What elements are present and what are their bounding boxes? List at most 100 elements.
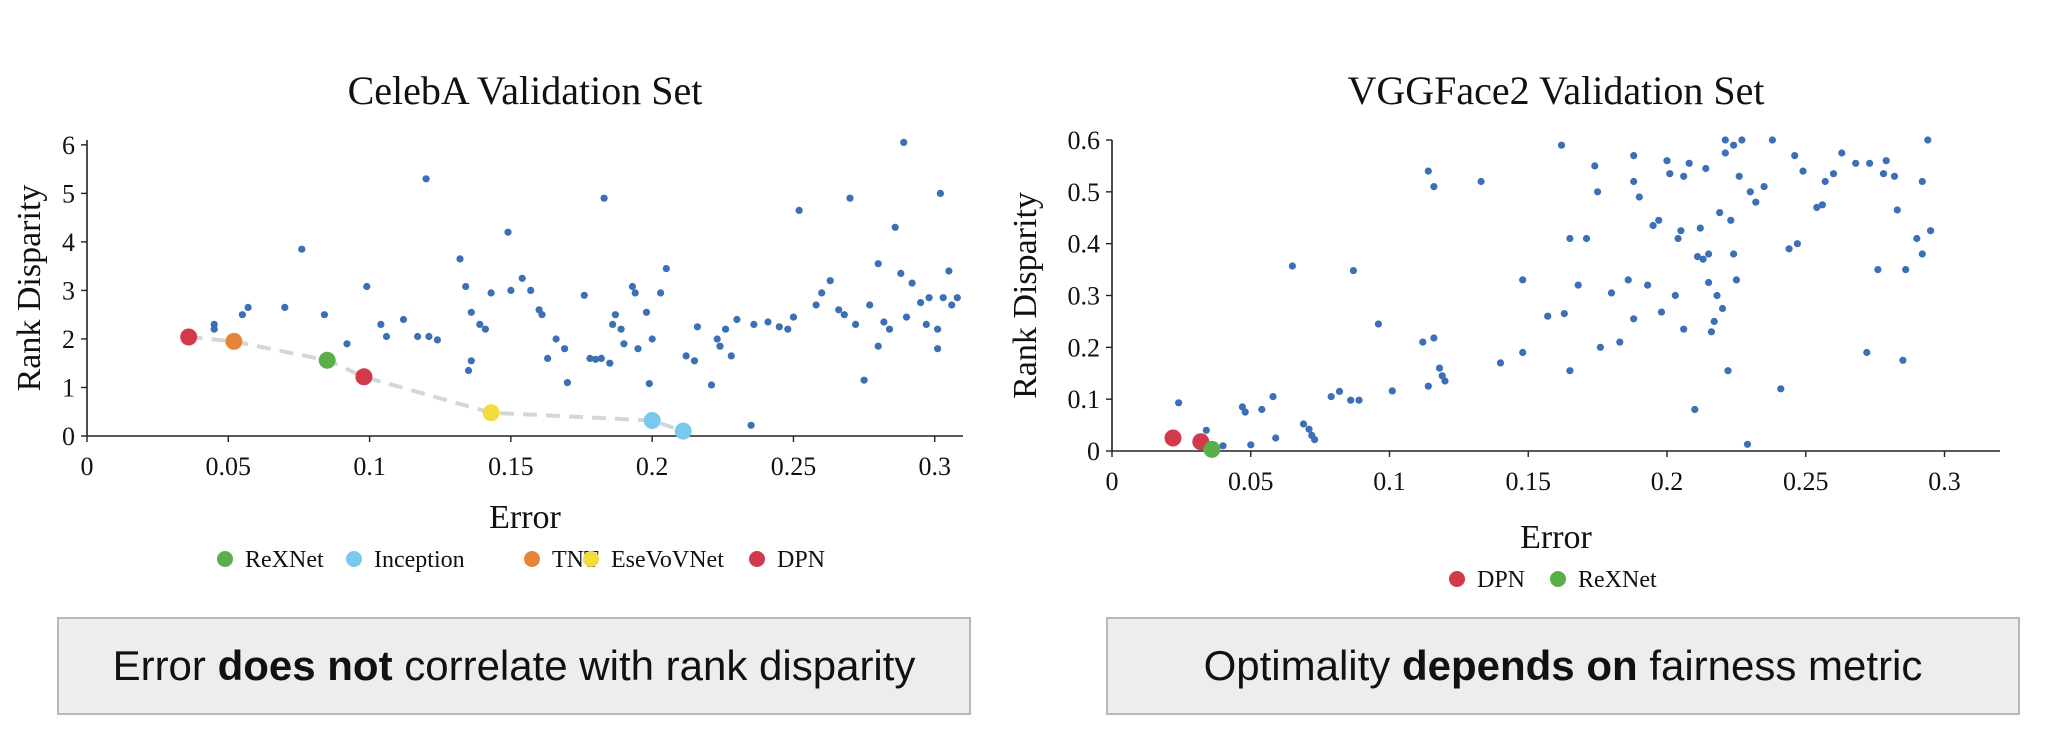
data-point — [795, 206, 803, 214]
data-point — [662, 265, 670, 273]
data-point — [1818, 201, 1826, 209]
legend-marker-tnt — [524, 551, 540, 567]
data-point — [399, 315, 408, 324]
data-point — [1713, 291, 1721, 300]
data-point — [464, 366, 473, 375]
data-point — [1680, 172, 1688, 180]
data-point — [1680, 325, 1688, 333]
data-point — [462, 282, 470, 291]
data-point — [504, 228, 512, 236]
data-point — [1890, 172, 1899, 180]
data-point — [866, 301, 874, 309]
data-point — [1882, 157, 1890, 165]
data-point — [840, 311, 848, 319]
data-point — [606, 359, 614, 367]
data-point — [860, 376, 868, 384]
x-tick-label: 0.3 — [918, 452, 951, 481]
data-point — [238, 311, 246, 319]
x-tick-label: 0.05 — [206, 452, 252, 481]
data-point — [1716, 209, 1724, 217]
data-point — [425, 332, 433, 341]
data-point — [1299, 420, 1308, 428]
data-point — [1247, 441, 1255, 449]
data-point — [1305, 425, 1313, 433]
data-point — [953, 294, 961, 302]
data-point — [1893, 206, 1901, 214]
data-point — [1785, 245, 1793, 253]
data-point — [1707, 328, 1715, 336]
data-point — [1791, 152, 1799, 160]
y-tick-label: 0.2 — [1068, 333, 1101, 362]
data-point — [1388, 387, 1396, 395]
data-point — [1924, 136, 1932, 144]
data-point — [936, 189, 945, 197]
x-tick-label: 0.3 — [1928, 467, 1961, 496]
data-point — [1666, 170, 1674, 178]
data-point — [1671, 291, 1679, 300]
legend-marker-rexnet — [1550, 571, 1566, 587]
data-point — [433, 336, 441, 344]
data-point — [1663, 157, 1671, 165]
data-point — [1355, 396, 1363, 404]
data-point — [657, 289, 665, 297]
y-tick-label: 0 — [1087, 437, 1100, 466]
data-point — [1241, 408, 1249, 416]
pareto-front-line — [188, 335, 684, 433]
data-point — [812, 301, 820, 309]
data-point — [1793, 240, 1801, 248]
data-point — [1913, 234, 1921, 243]
x-tick-label: 0.1 — [353, 452, 386, 481]
data-point — [1838, 149, 1846, 157]
data-point — [789, 313, 798, 321]
y-tick-label: 6 — [62, 131, 75, 160]
data-point — [634, 345, 642, 353]
data-point — [917, 299, 925, 307]
data-point — [611, 311, 620, 319]
data-point — [363, 282, 371, 291]
data-point — [1219, 442, 1227, 450]
data-point — [1258, 405, 1266, 414]
legend-label-rexnet: ReXNet — [1578, 567, 1657, 593]
data-point — [1674, 234, 1682, 243]
data-point — [750, 320, 758, 328]
data-point — [826, 277, 834, 285]
caption-left-bold: does not — [217, 642, 393, 689]
y-tick-label: 4 — [62, 228, 75, 257]
data-point — [722, 325, 730, 333]
data-point — [1435, 364, 1444, 372]
data-point — [1582, 234, 1591, 243]
data-point — [597, 354, 605, 362]
legend-label-dpn: DPN — [777, 547, 825, 573]
data-point — [1677, 227, 1685, 235]
data-point — [1721, 136, 1729, 144]
data-point — [835, 306, 843, 314]
data-point — [628, 282, 637, 291]
data-point — [1724, 367, 1732, 375]
x-axis-label: Error — [489, 499, 561, 536]
data-point — [925, 294, 933, 302]
data-point — [609, 320, 617, 328]
highlight-point-inception — [674, 422, 692, 440]
data-point — [552, 335, 560, 343]
data-point — [1616, 338, 1624, 346]
data-point — [377, 320, 385, 328]
data-point — [617, 325, 625, 333]
y-tick-label: 3 — [62, 276, 75, 305]
data-point — [690, 357, 699, 365]
data-point — [1557, 141, 1566, 149]
data-point — [592, 355, 600, 363]
data-point — [1746, 188, 1754, 196]
data-point — [1607, 289, 1616, 297]
data-point — [1730, 141, 1738, 149]
data-point — [527, 286, 535, 294]
data-point — [934, 325, 942, 333]
data-point — [1175, 399, 1183, 407]
data-point — [320, 311, 328, 319]
data-point — [1813, 203, 1821, 211]
data-point — [210, 320, 218, 328]
data-point — [1335, 387, 1344, 395]
highlight-point-dpn — [1164, 429, 1182, 447]
data-point — [1430, 334, 1438, 342]
data-point — [244, 303, 252, 311]
data-point — [1699, 255, 1707, 263]
